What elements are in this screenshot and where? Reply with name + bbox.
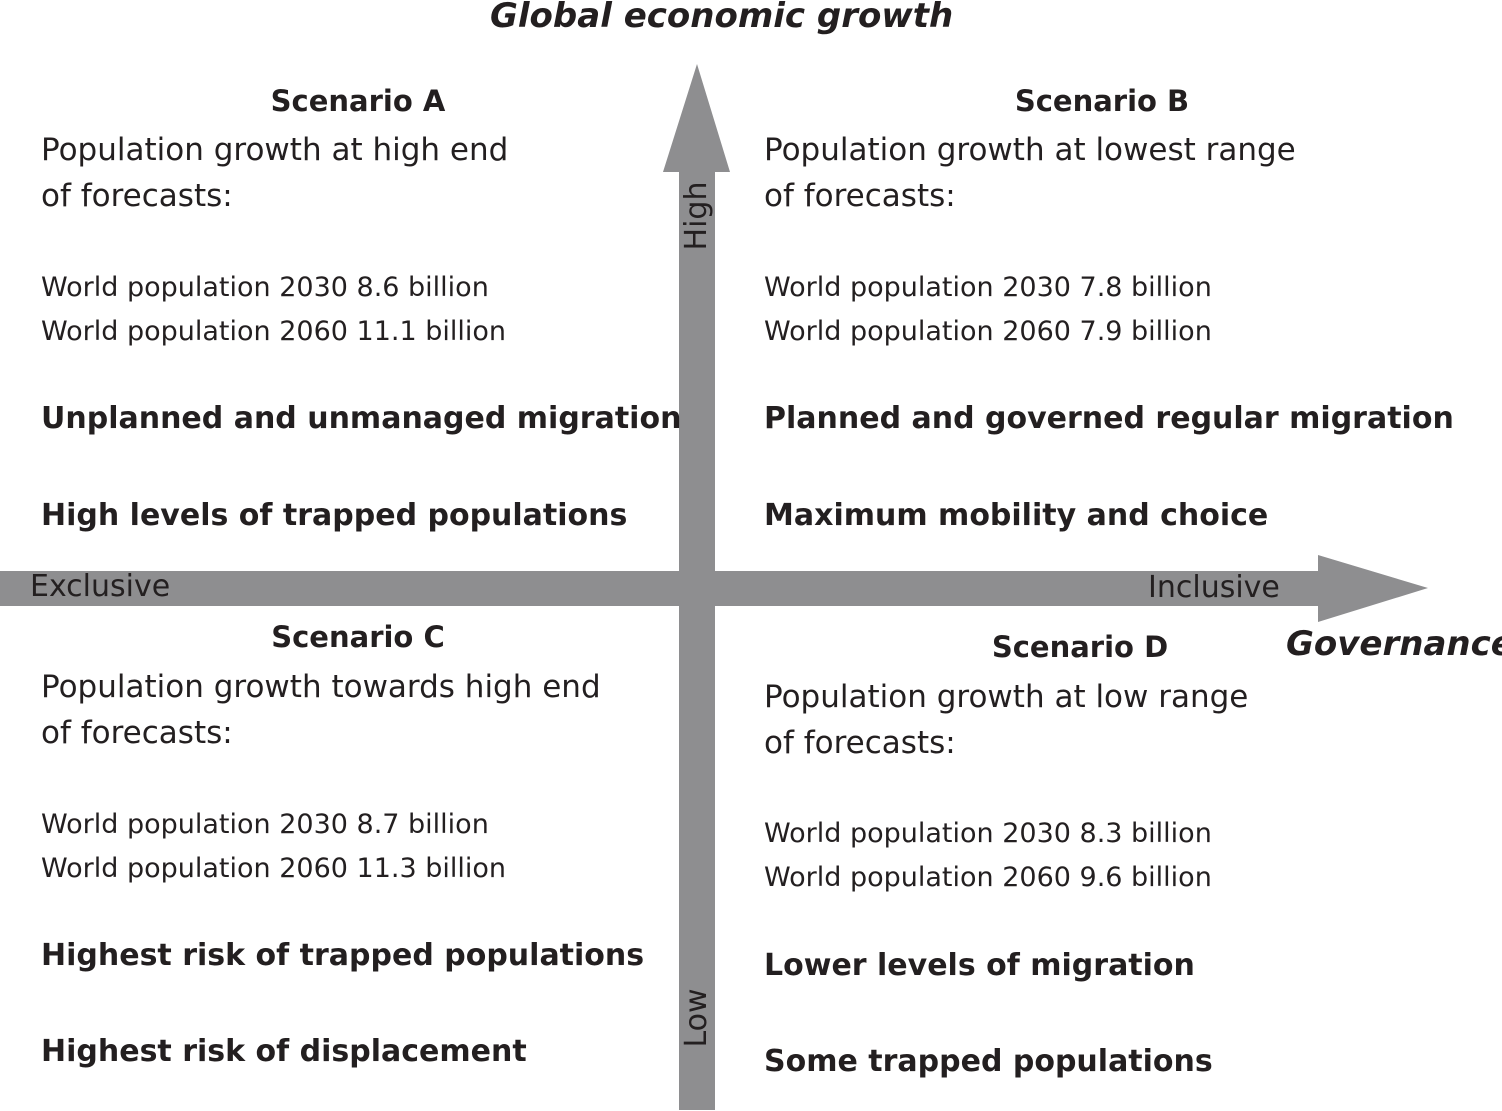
scenario-b-pop-2060: World population 2060 7.9 billion <box>764 316 1212 347</box>
scenario-d-desc-line2: of forecasts: <box>764 725 956 761</box>
scenario-d-point2: Some trapped populations <box>764 1044 1213 1079</box>
scenario-d-pop-2030: World population 2030 8.3 billion <box>764 818 1212 849</box>
exclusive-label: Exclusive <box>30 569 171 604</box>
scenario-b-desc-line1: Population growth at lowest range <box>764 132 1296 168</box>
scenario-c-pop-2060: World population 2060 11.3 billion <box>41 853 506 884</box>
inclusive-label: Inclusive <box>1148 570 1280 605</box>
scenario-b-point2: Maximum mobility and choice <box>764 498 1269 533</box>
scenario-b-pop-2030: World population 2030 7.8 billion <box>764 272 1212 303</box>
scenario-c-pop-2030: World population 2030 8.7 billion <box>41 809 489 840</box>
vertical-axis-title: Global economic growth <box>490 0 954 36</box>
scenario-b-point1: Planned and governed regular migration <box>764 401 1454 436</box>
scenario-c-point1: Highest risk of trapped populations <box>41 938 645 973</box>
scenario-d-pop-2060: World population 2060 9.6 billion <box>764 862 1212 893</box>
horizontal-axis-arrow <box>0 555 1428 622</box>
scenario-a-point2: High levels of trapped populations <box>41 498 628 533</box>
scenario-b-desc-line2: of forecasts: <box>764 178 956 214</box>
scenario-a-desc-line1: Population growth at high end <box>41 132 509 168</box>
scenario-a-point1: Unplanned and unmanaged migration <box>41 401 682 436</box>
scenario-c-desc-line2: of forecasts: <box>41 715 233 751</box>
scenario-a-pop-2030: World population 2030 8.6 billion <box>41 272 489 303</box>
horizontal-axis-title: Governance <box>1286 624 1502 664</box>
scenario-c-point2: Highest risk of displacement <box>41 1034 527 1069</box>
scenario-a-desc-line2: of forecasts: <box>41 178 233 214</box>
scenario-d-point1: Lower levels of migration <box>764 948 1195 983</box>
scenario-c-title: Scenario C <box>271 620 445 654</box>
scenario-d-desc-line1: Population growth at low range <box>764 679 1249 715</box>
scenario-a-title: Scenario A <box>270 84 446 118</box>
low-label: Low <box>679 988 714 1048</box>
scenario-d-title: Scenario D <box>991 630 1169 664</box>
scenario-a-pop-2060: World population 2060 11.1 billion <box>41 316 506 347</box>
scenario-b-title: Scenario B <box>1014 84 1190 118</box>
high-label: High <box>679 181 714 251</box>
scenario-c-desc-line1: Population growth towards high end <box>41 669 601 705</box>
